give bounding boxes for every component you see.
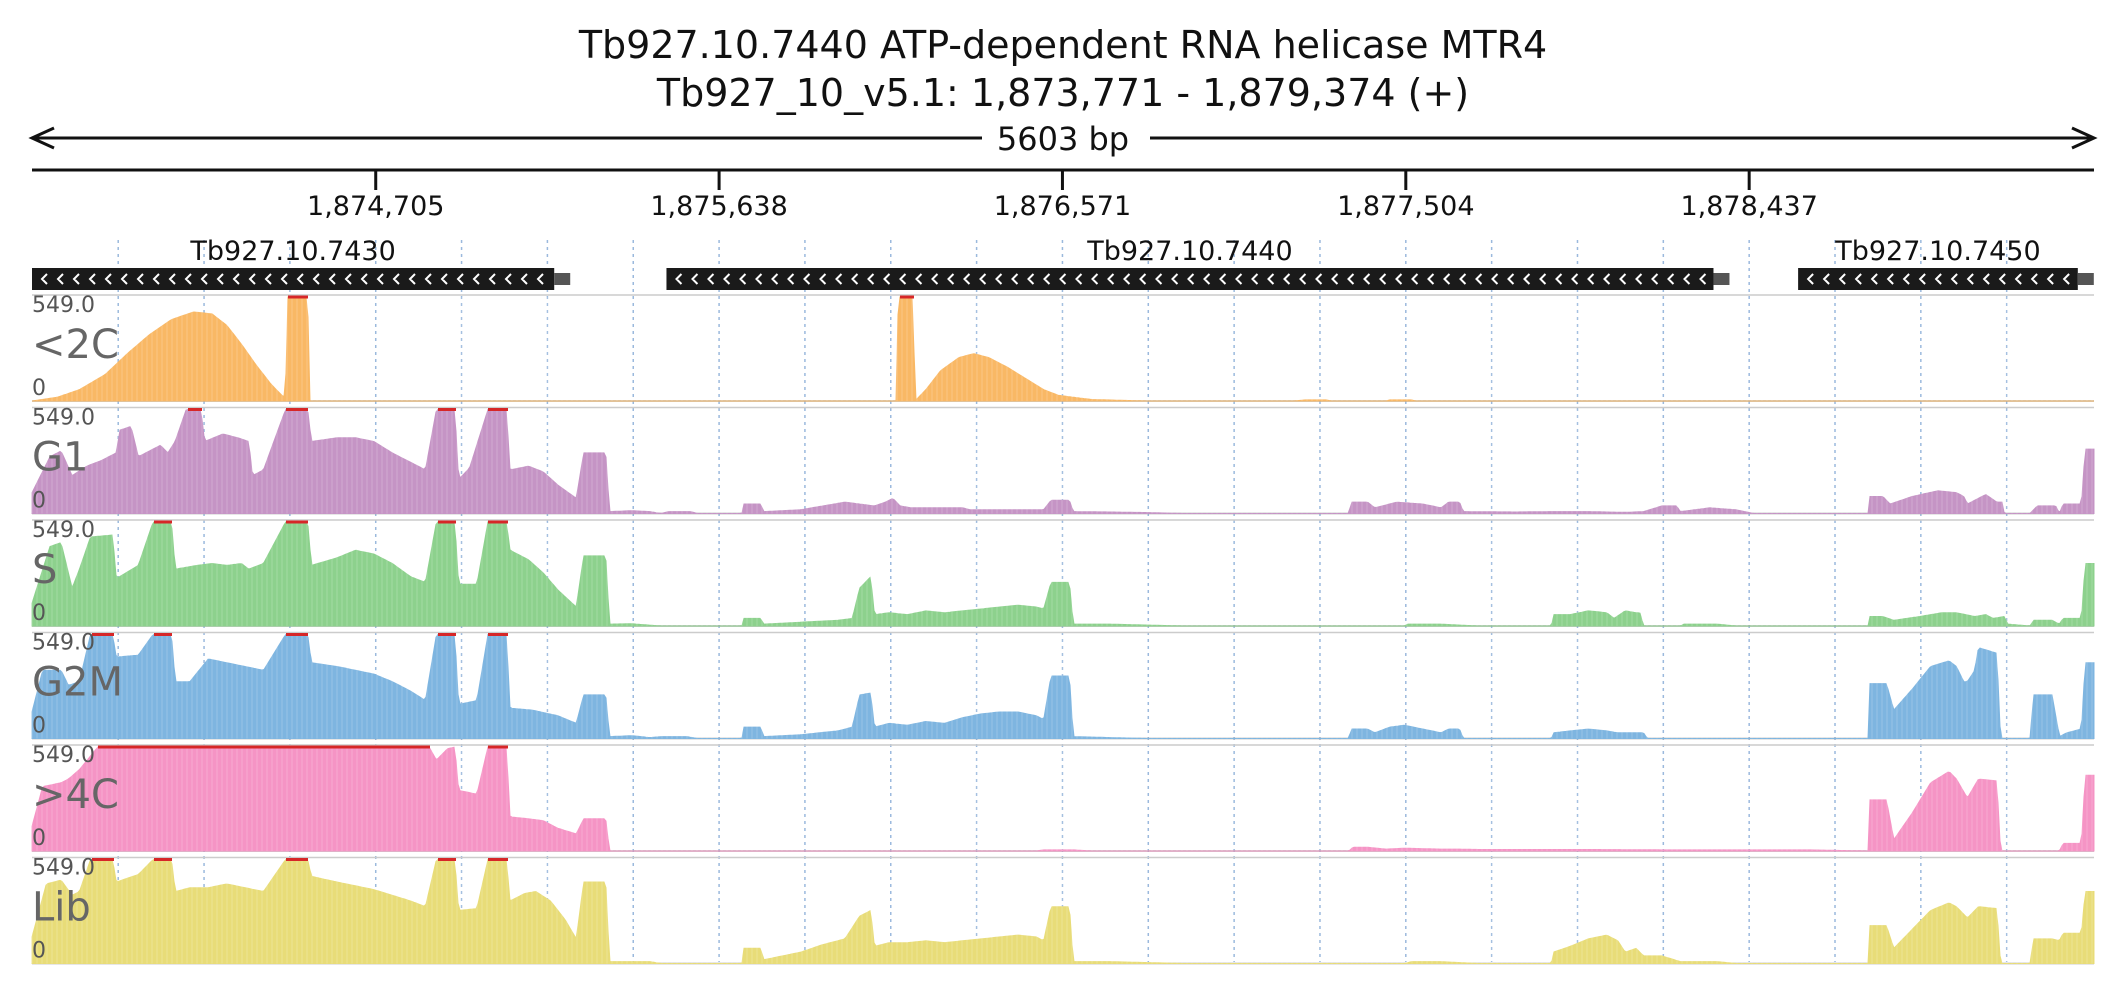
grid-lines bbox=[117, 240, 2008, 962]
coverage-track: 549.0 0 <2C bbox=[31, 293, 2094, 402]
track-y-max-label: 549.0 bbox=[32, 293, 95, 318]
track-y-min-label: 0 bbox=[32, 601, 46, 626]
coverage-bin-stripes bbox=[31, 634, 2093, 739]
coverage-track: 549.0 0 G2M bbox=[31, 631, 2095, 740]
gene-bar bbox=[1798, 268, 2078, 290]
gene-label: Tb927.10.7440 bbox=[1086, 236, 1292, 267]
x-tick-label: 1,876,571 bbox=[994, 191, 1131, 222]
track-y-min-label: 0 bbox=[32, 376, 46, 401]
coverage-area bbox=[31, 859, 2095, 964]
gene-label: Tb927.10.7430 bbox=[189, 236, 395, 267]
track-name-label: Lib bbox=[32, 885, 91, 931]
track-y-min-label: 0 bbox=[32, 939, 46, 964]
track-y-max-label: 549.0 bbox=[32, 518, 95, 543]
coverage-track: 549.0 0 >4C bbox=[31, 743, 2095, 852]
x-tick-label: 1,874,705 bbox=[307, 191, 444, 222]
coverage-area bbox=[31, 521, 2095, 627]
coverage-track: 549.0 0 S bbox=[31, 518, 2095, 627]
track-y-max-label: 549.0 bbox=[32, 856, 95, 881]
coverage-track: 549.0 0 G1 bbox=[31, 406, 2095, 515]
gene-bar bbox=[32, 268, 555, 290]
gene-utr bbox=[554, 273, 571, 285]
x-tick-label: 1,878,437 bbox=[1680, 191, 1817, 222]
track-y-min-label: 0 bbox=[32, 826, 46, 851]
x-tick-label: 1,877,504 bbox=[1337, 191, 1474, 222]
scale-bar-label: 5603 bp bbox=[997, 120, 1129, 158]
track-y-max-label: 549.0 bbox=[32, 743, 95, 768]
gene-strand-chevrons bbox=[40, 273, 544, 285]
scale-arrow-left bbox=[28, 126, 55, 150]
gene-strand-chevrons bbox=[675, 273, 1707, 285]
x-tick-label: 1,875,638 bbox=[650, 191, 787, 222]
coverage-bin-stripes bbox=[31, 522, 2093, 626]
track-name-label: S bbox=[32, 547, 57, 593]
gene-bar bbox=[666, 268, 1714, 290]
scale-arrow-right bbox=[2071, 126, 2098, 150]
gene-utr bbox=[1713, 273, 1730, 285]
gene-label: Tb927.10.7450 bbox=[1834, 236, 2040, 267]
coverage-track: 549.0 0 Lib bbox=[31, 856, 2095, 965]
gene-strand-chevrons bbox=[1806, 273, 2070, 285]
coverage-bin-stripes bbox=[31, 859, 2093, 964]
track-y-max-label: 549.0 bbox=[32, 631, 95, 656]
x-axis: 1,874,705 1,875,638 1,876,571 1,877,504 1,87… bbox=[32, 168, 2094, 222]
coverage-bin-stripes bbox=[31, 297, 2093, 401]
coverage-area bbox=[31, 409, 2095, 514]
track-y-max-label: 549.0 bbox=[32, 406, 95, 431]
coverage-area bbox=[31, 634, 2095, 739]
chart-subtitle: Tb927_10_v5.1: 1,873,771 - 1,879,374 (+) bbox=[656, 71, 1470, 115]
coverage-tracks: 549.0 0 <2C 549.0 0 G1 549.0 0 S 549.0 0 G2M 549.0 0 >… bbox=[31, 293, 2095, 965]
track-name-label: G2M bbox=[32, 660, 123, 706]
scale-bar: 5603 bp bbox=[28, 120, 2098, 158]
chart-title: Tb927.10.7440 ATP-dependent RNA helicase… bbox=[578, 23, 1548, 67]
track-name-label: <2C bbox=[32, 322, 119, 368]
track-y-min-label: 0 bbox=[32, 714, 46, 739]
coverage-bin-stripes bbox=[31, 409, 2093, 514]
track-name-label: >4C bbox=[32, 772, 119, 818]
gene-utr bbox=[2077, 273, 2094, 285]
track-y-min-label: 0 bbox=[32, 489, 46, 514]
coverage-bin-stripes bbox=[31, 747, 2093, 851]
track-name-label: G1 bbox=[32, 435, 88, 481]
gene-track: Tb927.10.7430 Tb927.10.7440 Tb927.10.7450 bbox=[32, 236, 2094, 290]
